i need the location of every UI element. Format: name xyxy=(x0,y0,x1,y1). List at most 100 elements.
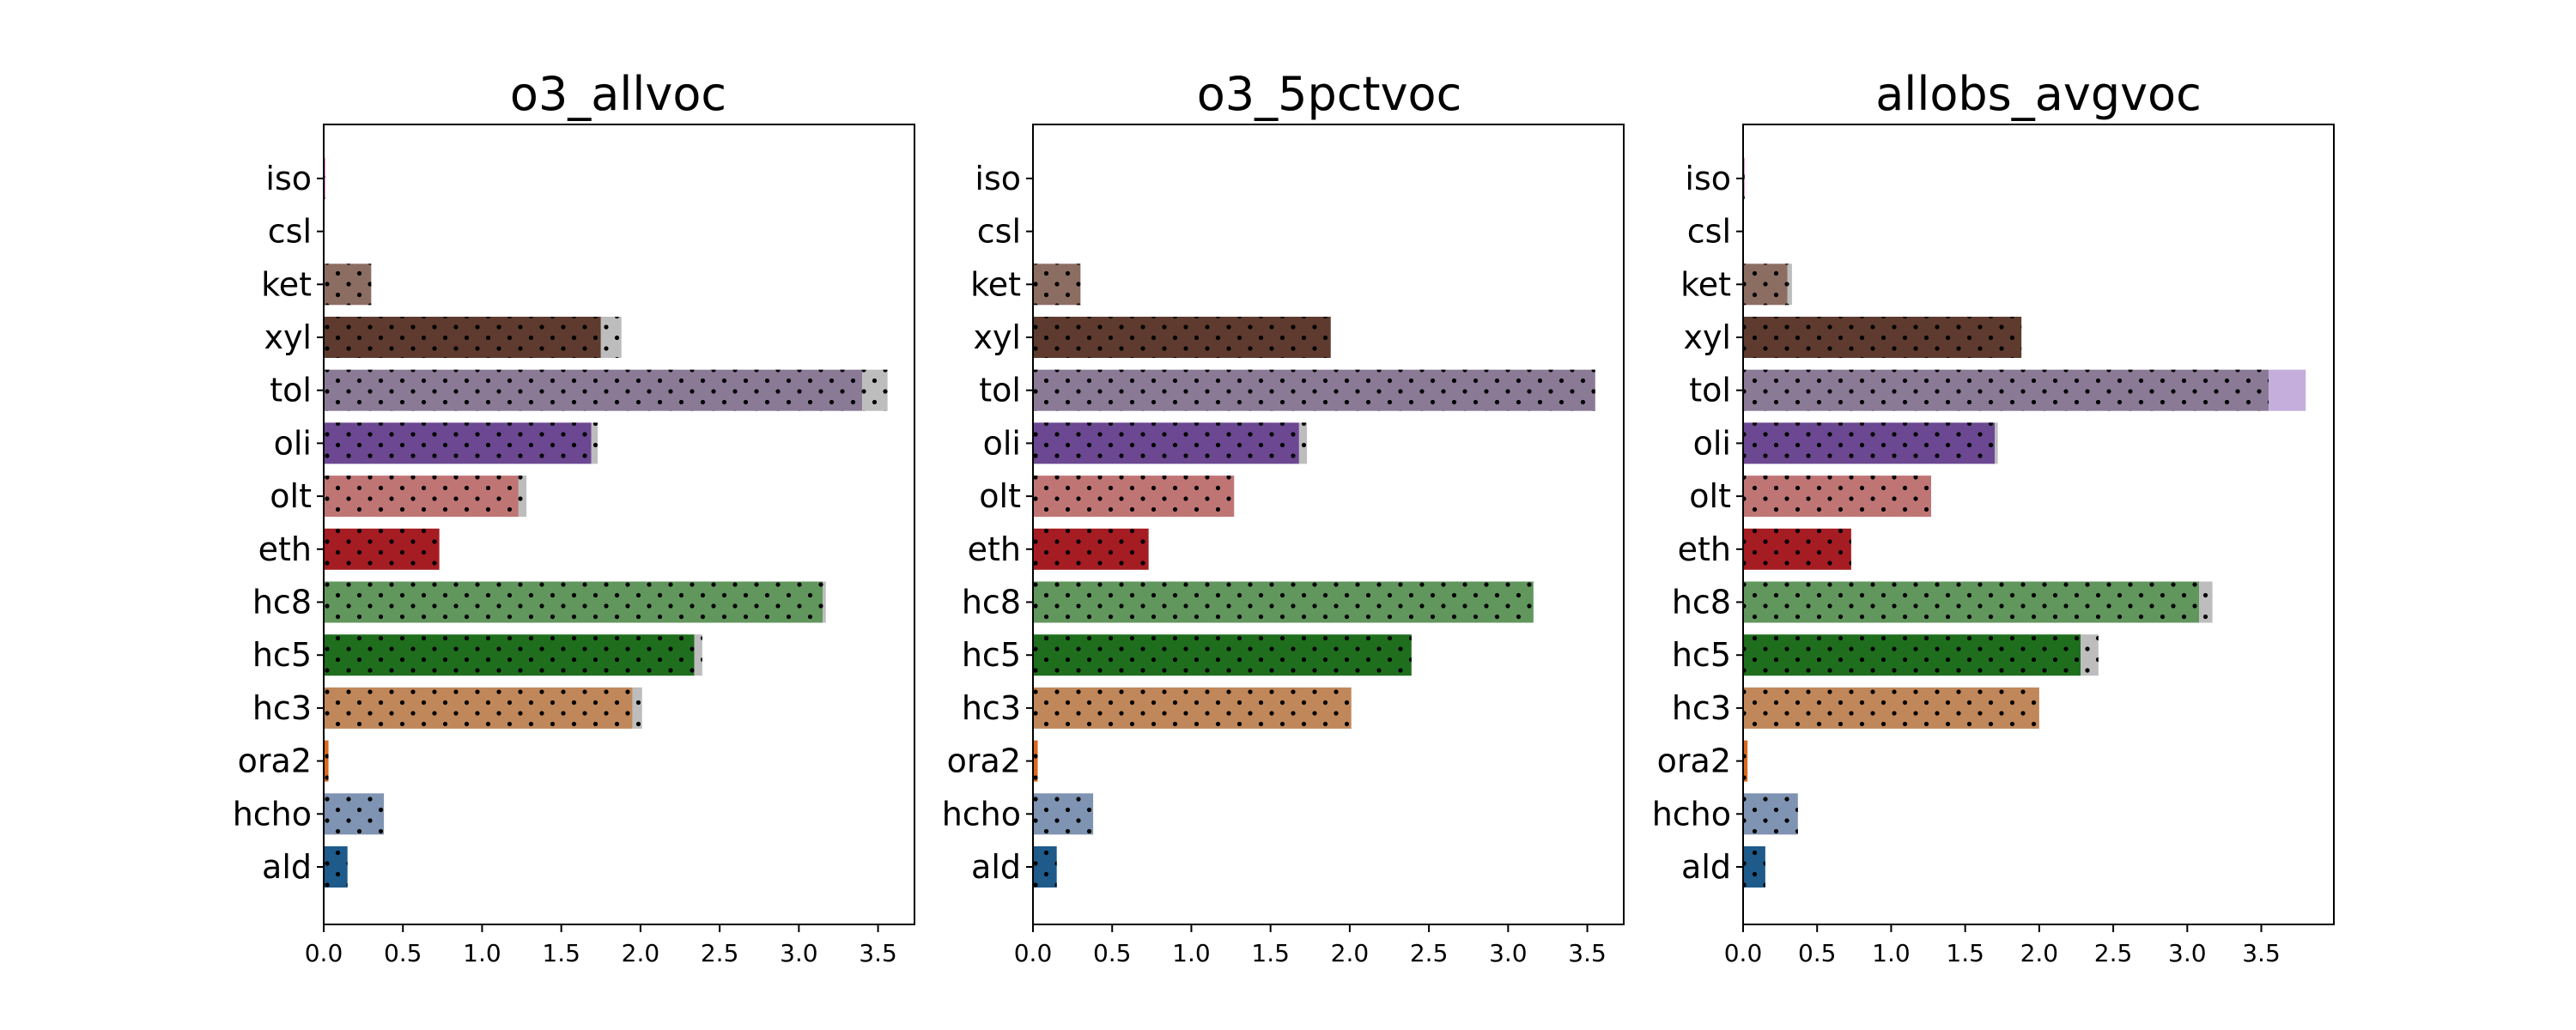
bar-hatch-eth xyxy=(324,528,440,570)
y-tick-label: oli xyxy=(983,424,1021,462)
panel-title: o3_5pctvoc xyxy=(1197,67,1462,121)
y-tick-label: hc5 xyxy=(1672,636,1731,674)
y-tick-label: oli xyxy=(1693,424,1731,462)
bar-hatch-oli xyxy=(1033,422,1299,464)
bar-remainder-tol xyxy=(2269,369,2306,411)
bar-remainder-hatch-hc8 xyxy=(2199,581,2213,623)
bar-hatch-oli xyxy=(1743,422,1996,464)
bar-hatch-olt xyxy=(1033,476,1235,518)
bar-hatch-xyl xyxy=(324,317,601,358)
y-tick-label: ora2 xyxy=(947,742,1021,780)
panel-o3-5pctvoc: o3_5pctvoc iso csl ket xyl tol oli olt eth hc8 hc… xyxy=(942,67,1625,967)
bar-remainder-hatch-hc5 xyxy=(2081,634,2099,676)
x-tick-label: 1.0 xyxy=(1172,939,1211,967)
x-tick-label: 3.0 xyxy=(780,939,818,967)
y-tick-label: ket xyxy=(261,265,312,303)
axes-frame xyxy=(1742,124,2335,925)
bar-hatch-ora2 xyxy=(1743,740,1748,782)
bar-hatch-tol xyxy=(1033,369,1595,411)
y-tick-label: tol xyxy=(1689,372,1731,409)
x-tick-label: 1.0 xyxy=(463,939,501,967)
y-tick-label: eth xyxy=(968,530,1021,568)
panel-title: allobs_avgvoc xyxy=(1875,67,2202,121)
axes-frame xyxy=(1032,124,1625,925)
y-tick-labels: iso csl ket xyl tol oli olt eth hc8 hc5 hc3 ora2 hch… xyxy=(942,160,1033,886)
x-tick-label: 0.0 xyxy=(305,939,343,967)
y-tick-label: xyl xyxy=(973,318,1021,356)
x-tick-label: 1.0 xyxy=(1872,939,1911,967)
bar-hatch-hcho xyxy=(1033,793,1094,835)
y-tick-label: olt xyxy=(979,477,1021,515)
x-tick-label: 2.5 xyxy=(701,939,739,967)
y-tick-label: ora2 xyxy=(238,742,312,780)
bar-remainder-hatch-tol xyxy=(862,369,888,411)
bar-hatch-ald xyxy=(1033,846,1057,888)
bar-hatch-hc5 xyxy=(1033,634,1412,676)
y-tick-label: iso xyxy=(975,160,1021,197)
y-tick-label: xyl xyxy=(1683,318,1731,356)
x-tick-label: 0.5 xyxy=(1093,939,1132,967)
bar-hatch-ket xyxy=(1033,264,1081,306)
bar-remainder-hatch-oli xyxy=(1298,422,1308,464)
x-tick-label: 0.0 xyxy=(1014,939,1053,967)
y-tick-labels: iso csl ket xyl tol oli olt eth hc8 hc5 hc3 ora2 hch… xyxy=(1652,160,1743,886)
x-tick-label: 2.5 xyxy=(2094,939,2133,967)
bar-hatch-hc3 xyxy=(1033,687,1352,729)
bar-hatch-ket xyxy=(1743,264,1788,306)
bar-hatch-hc5 xyxy=(1743,634,2081,676)
y-tick-label: iso xyxy=(265,160,312,197)
x-tick-label: 3.5 xyxy=(2242,939,2281,967)
x-ticks: 0.0 0.5 1.0 1.5 2.0 2.5 3.0 3.5 xyxy=(1724,924,2281,967)
x-tick-label: 2.5 xyxy=(1410,939,1449,967)
y-tick-label: olt xyxy=(1689,477,1731,515)
y-tick-label: hc3 xyxy=(962,689,1021,727)
x-tick-label: 0.5 xyxy=(1798,939,1837,967)
bar-hatch-xyl xyxy=(1743,317,2022,358)
bar-hatch-ald xyxy=(324,846,348,888)
y-tick-label: eth xyxy=(258,530,312,568)
bar-remainder-hatch-olt xyxy=(518,476,527,518)
bar-hatch-olt xyxy=(324,476,519,518)
bar-remainder-hatch-oli xyxy=(591,422,598,464)
y-tick-label: ald xyxy=(262,848,312,886)
y-tick-label: ket xyxy=(970,265,1021,303)
y-tick-label: hc8 xyxy=(1672,584,1731,621)
y-tick-label: ald xyxy=(971,848,1021,886)
y-tick-label: tol xyxy=(270,372,312,409)
bar-hatch-hc8 xyxy=(1033,581,1534,623)
bar-hatch-xyl xyxy=(1033,317,1331,358)
x-tick-label: 1.5 xyxy=(1251,939,1290,967)
bar-hatch-olt xyxy=(1743,476,1931,518)
x-tick-label: 2.0 xyxy=(622,939,660,967)
bar-hatch-hc8 xyxy=(1743,581,2200,623)
bars xyxy=(1033,264,1595,888)
x-tick-label: 0.0 xyxy=(1724,939,1763,967)
bar-remainder-hatch-xyl xyxy=(600,317,622,358)
x-tick-label: 2.0 xyxy=(2020,939,2059,967)
y-tick-label: hcho xyxy=(233,795,312,833)
bar-hatch-hc3 xyxy=(324,687,633,729)
x-tick-label: 3.0 xyxy=(1489,939,1528,967)
y-tick-label: hc8 xyxy=(252,584,312,621)
bar-hatch-hc5 xyxy=(324,634,695,676)
y-tick-label: hc3 xyxy=(252,689,312,727)
x-ticks: 0.0 0.5 1.0 1.5 2.0 2.5 3.0 3.5 xyxy=(305,924,897,967)
y-tick-label: ald xyxy=(1681,848,1731,886)
y-tick-label: csl xyxy=(977,213,1021,251)
y-tick-label: xyl xyxy=(264,318,312,356)
x-tick-label: 1.5 xyxy=(1946,939,1984,967)
bar-hatch-hcho xyxy=(1743,793,1798,835)
y-tick-labels: iso csl ket xyl tol oli olt eth hc8 hc5 hc3 ora2 hch… xyxy=(233,160,324,886)
y-tick-label: eth xyxy=(1678,530,1731,568)
y-tick-label: hcho xyxy=(942,795,1021,833)
y-tick-label: oli xyxy=(274,424,312,462)
bar-remainder-hatch-hc8 xyxy=(823,581,826,623)
y-tick-label: hc5 xyxy=(962,636,1021,674)
x-ticks: 0.0 0.5 1.0 1.5 2.0 2.5 3.0 3.5 xyxy=(1014,924,1607,967)
y-tick-label: hcho xyxy=(1652,795,1731,833)
bar-hatch-oli xyxy=(324,422,592,464)
bar-hatch-hcho xyxy=(324,793,385,835)
bar-hatch-ora2 xyxy=(1033,740,1038,782)
panel-title: o3_allvoc xyxy=(510,67,726,121)
